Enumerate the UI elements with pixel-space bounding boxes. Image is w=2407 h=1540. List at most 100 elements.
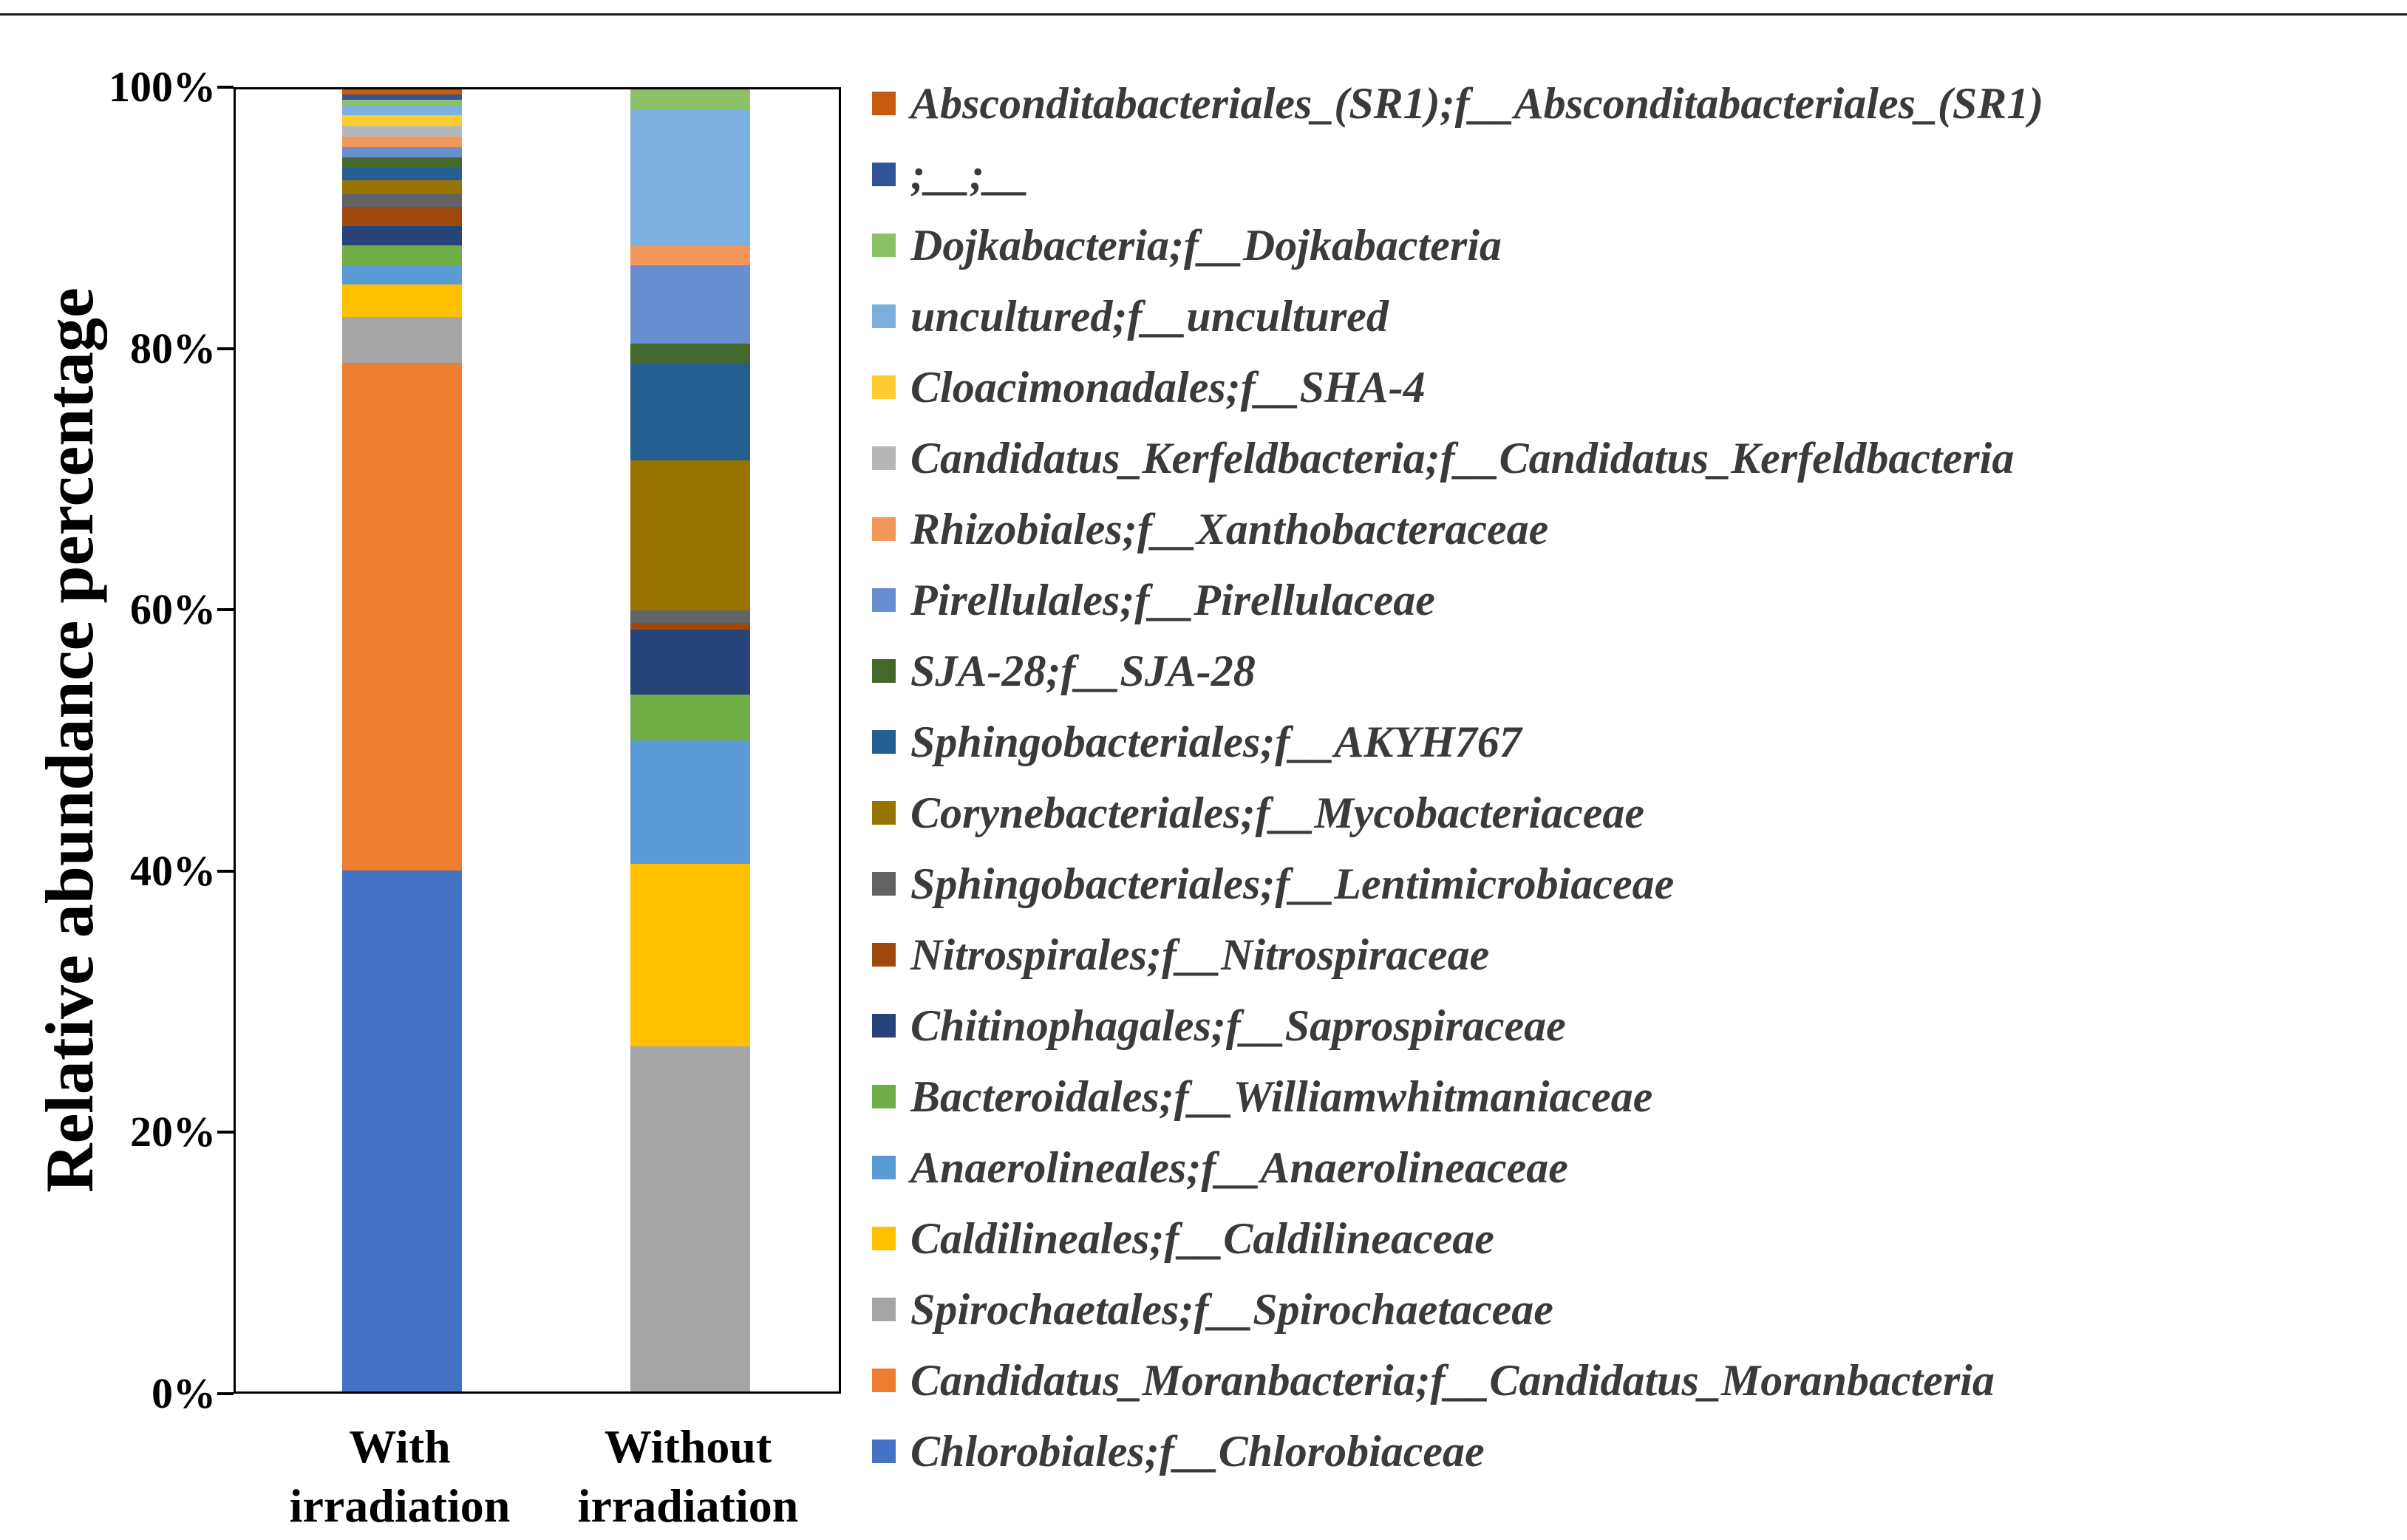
legend-label: Absconditabacteriales_(SR1);f__Abscondit… (910, 78, 2044, 128)
legend-item: Candidatus_Moranbacteria;f__Candidatus_M… (872, 1345, 2043, 1416)
legend-item: Chlorobiales;f__Chlorobiaceae (872, 1416, 2043, 1487)
legend-swatch (872, 1227, 896, 1250)
legend-item: Nitrospirales;f__Nitrospiraceae (872, 919, 2043, 990)
bar-segment (342, 146, 462, 157)
figure-top-border (0, 13, 2407, 16)
legend-label: uncultured;f__uncultured (910, 291, 1389, 341)
bar-segment (342, 265, 462, 285)
bar-segment (342, 136, 462, 147)
y-tick-mark (217, 347, 234, 350)
legend-item: Rhizobiales;f__Xanthobacteraceae (872, 494, 2043, 565)
y-tick-label: 0% (151, 1369, 216, 1417)
bar-segment (342, 285, 462, 318)
bar-segment (630, 460, 750, 610)
legend-item: Anaerolineales;f__Anaerolineaceae (872, 1132, 2043, 1203)
legend-item: Candidatus_Kerfeldbacteria;f__Candidatus… (872, 423, 2043, 494)
legend-item: Spirochaetales;f__Spirochaetaceae (872, 1274, 2043, 1345)
legend-label: Cloacimonadales;f__SHA-4 (910, 362, 1426, 412)
legend-item: Sphingobacteriales;f__AKYH767 (872, 706, 2043, 777)
bar-segment (342, 115, 462, 126)
legend-swatch (872, 801, 896, 825)
stacked-bar-without-irradiation (630, 89, 750, 1391)
legend-swatch (872, 730, 896, 754)
legend-item: uncultured;f__uncultured (872, 281, 2043, 352)
legend-label: Corynebacteriales;f__Mycobacteriaceae (910, 788, 1645, 837)
legend-item: Bacteroidales;f__Williamwhitmaniaceae (872, 1061, 2043, 1132)
x-category-label-line: irradiation (289, 1479, 511, 1532)
bar-segment (342, 226, 462, 246)
x-category-label-line: irradiation (577, 1479, 799, 1532)
legend-label: Nitrospirales;f__Nitrospiraceae (910, 930, 1490, 979)
y-tick-label: 100% (109, 63, 216, 111)
bar-segment (342, 180, 462, 194)
legend-label: Caldilineales;f__Caldilineaceae (910, 1213, 1494, 1263)
legend-swatch (872, 517, 896, 541)
legend-swatch (872, 446, 896, 470)
y-tick-mark (217, 608, 234, 612)
legend-item: Pirellulales;f__Pirellulaceae (872, 565, 2043, 636)
legend: Absconditabacteriales_(SR1);f__Abscondit… (872, 68, 2043, 1487)
y-tick-mark (217, 1392, 234, 1395)
bar-segment (630, 89, 750, 109)
legend-label: Bacteroidales;f__Williamwhitmaniaceae (910, 1071, 1653, 1121)
x-category-label-without-irradiation: Without irradiation (466, 1417, 910, 1536)
bar-segment (630, 363, 750, 461)
legend-swatch (872, 163, 896, 186)
bar-segment (630, 1046, 750, 1391)
legend-swatch (872, 1440, 896, 1463)
legend-label: Rhizobiales;f__Xanthobacteraceae (910, 504, 1549, 553)
legend-swatch (872, 92, 896, 115)
y-tick-label: 20% (130, 1108, 216, 1156)
bar-segment (342, 245, 462, 265)
legend-item: Chitinophagales;f__Saprospiraceae (872, 990, 2043, 1061)
bar-segment (342, 194, 462, 207)
legend-label: Dojkabacteria;f__Dojkabacteria (910, 220, 1502, 270)
x-category-label-line: With (349, 1420, 451, 1473)
legend-item: Corynebacteriales;f__Mycobacteriaceae (872, 777, 2043, 848)
bar-segment (630, 864, 750, 1047)
legend-item: Absconditabacteriales_(SR1);f__Abscondit… (872, 68, 2043, 139)
bar-segment (630, 610, 750, 624)
legend-swatch (872, 1369, 896, 1392)
x-category-label-line: Without (604, 1420, 772, 1473)
legend-swatch (872, 1156, 896, 1179)
legend-swatch (872, 375, 896, 399)
y-tick-mark (217, 86, 234, 89)
y-axis-title: Relative abundance percentage (32, 287, 107, 1193)
bar-segment (342, 363, 462, 871)
legend-label: Chlorobiales;f__Chlorobiaceae (910, 1426, 1485, 1476)
legend-label: Candidatus_Moranbacteria;f__Candidatus_M… (910, 1355, 1995, 1405)
bar-segment (342, 95, 462, 100)
legend-label: Candidatus_Kerfeldbacteria;f__Candidatus… (910, 433, 2015, 483)
legend-item: ;__;__ (872, 139, 2043, 210)
y-tick-mark (217, 1131, 234, 1134)
y-tick-label: 60% (130, 585, 216, 634)
legend-label: Chitinophagales;f__Saprospiraceae (910, 1001, 1566, 1050)
legend-swatch (872, 1085, 896, 1108)
plot-area (234, 87, 841, 1394)
legend-item: Dojkabacteria;f__Dojkabacteria (872, 210, 2043, 281)
legend-swatch (872, 304, 896, 328)
bar-segment (342, 206, 462, 227)
y-tick-label: 40% (130, 846, 216, 895)
bar-segment (342, 167, 462, 181)
legend-label: Spirochaetales;f__Spirochaetaceae (910, 1284, 1553, 1334)
legend-label: SJA-28;f__SJA-28 (910, 646, 1256, 695)
legend-label: Sphingobacteriales;f__AKYH767 (910, 717, 1522, 766)
bar-segment (342, 126, 462, 137)
legend-swatch (872, 1014, 896, 1038)
bar-segment (630, 740, 750, 865)
bar-segment (630, 109, 750, 246)
bar-segment (342, 317, 462, 364)
legend-swatch (872, 1298, 896, 1321)
legend-item: Caldilineales;f__Caldilineaceae (872, 1203, 2043, 1274)
y-tick-label: 80% (130, 324, 216, 372)
legend-item: Cloacimonadales;f__SHA-4 (872, 352, 2043, 423)
legend-label: Pirellulales;f__Pirellulaceae (910, 575, 1435, 624)
legend-swatch (872, 588, 896, 612)
bar-segment (342, 870, 462, 1391)
bar-segment (342, 89, 462, 95)
legend-item: Sphingobacteriales;f__Lentimicrobiaceae (872, 848, 2043, 919)
legend-label: Sphingobacteriales;f__Lentimicrobiaceae (910, 859, 1675, 908)
